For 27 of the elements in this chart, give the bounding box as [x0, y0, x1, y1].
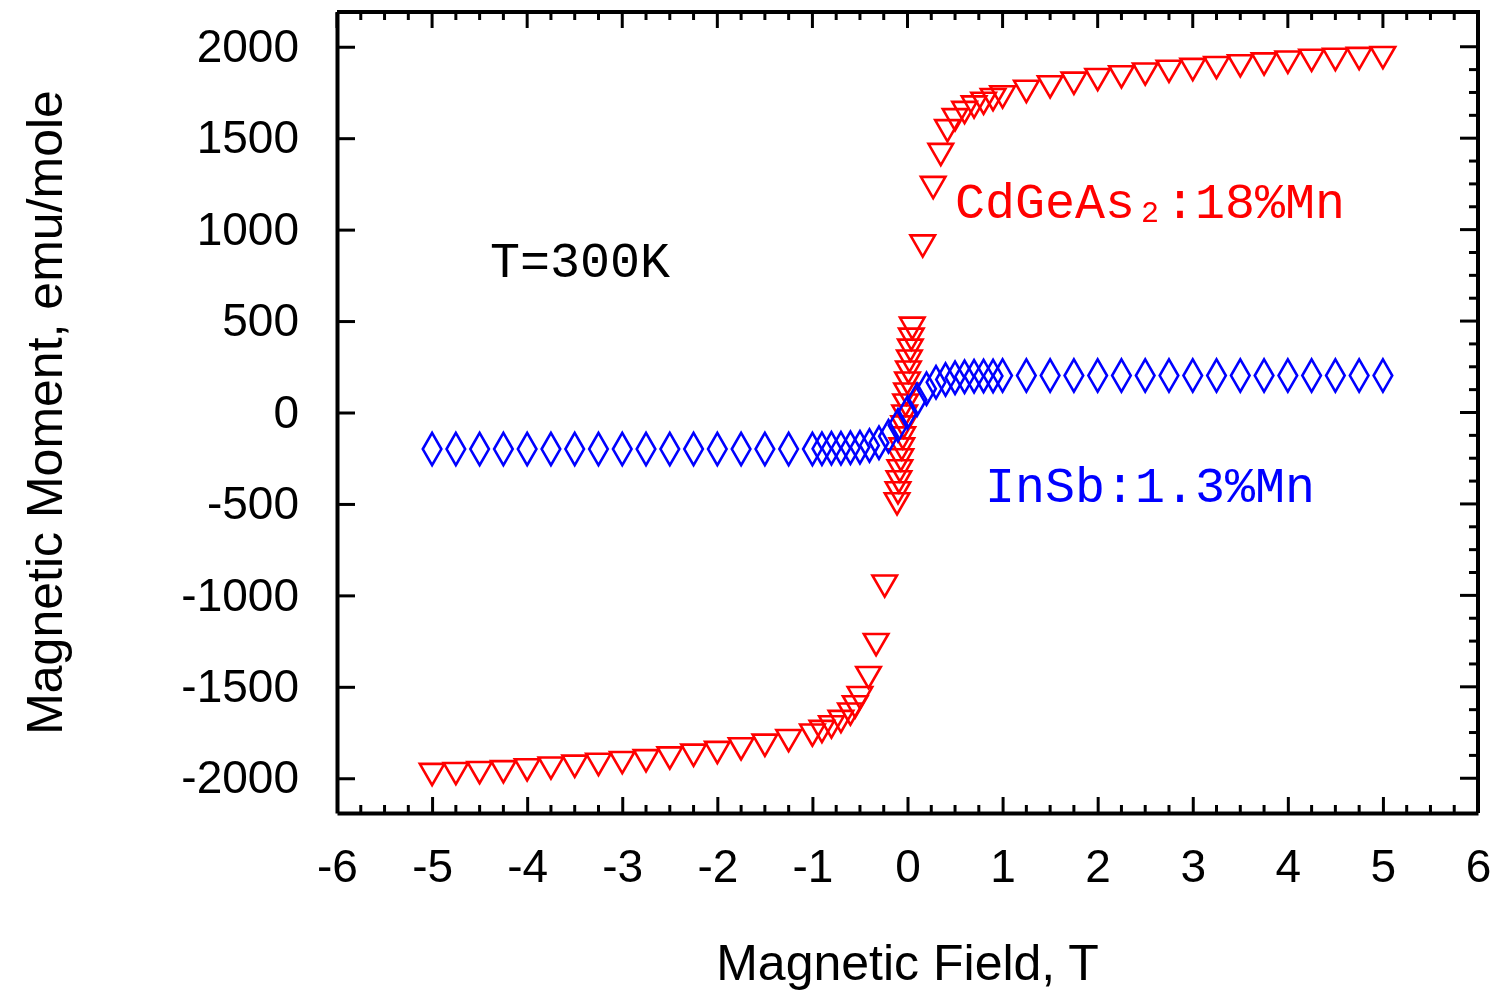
y-tick-label: 500: [222, 294, 299, 347]
series-label: CdGeAs₂:18%Mn: [955, 176, 1346, 233]
x-tick-label: 1: [990, 839, 1016, 892]
y-axis-title: Magnetic Moment, emu/mole: [17, 90, 73, 735]
y-tick-label: 0: [273, 385, 299, 438]
y-tick-label: -500: [206, 477, 299, 530]
x-tick-label: 5: [1370, 839, 1397, 892]
y-tick-label: 2000: [196, 19, 299, 72]
x-tick-label: -4: [507, 839, 549, 892]
x-tick-label: 2: [1085, 839, 1111, 892]
x-tick-label: 4: [1275, 839, 1302, 892]
x-tick-label: 0: [895, 839, 921, 892]
series-label: InSb:1.3%Mn: [985, 460, 1316, 517]
annotation: T=300K: [490, 235, 671, 292]
y-tick-label: 1000: [196, 202, 299, 255]
x-tick-label: -1: [792, 839, 834, 892]
x-tick-label: 6: [1465, 839, 1492, 892]
x-tick-label: -6: [317, 839, 358, 892]
y-tick-label: -1000: [181, 568, 299, 621]
x-tick-label: -5: [412, 839, 454, 892]
x-tick-label: 3: [1180, 839, 1207, 892]
y-tick-label: -1500: [181, 660, 299, 713]
y-tick-label: 1500: [196, 111, 299, 164]
x-tick-label: -2: [697, 839, 739, 892]
y-tick-label: -2000: [181, 751, 299, 804]
x-tick-label: -3: [602, 839, 644, 892]
x-axis-title: Magnetic Field, T: [716, 935, 1099, 991]
